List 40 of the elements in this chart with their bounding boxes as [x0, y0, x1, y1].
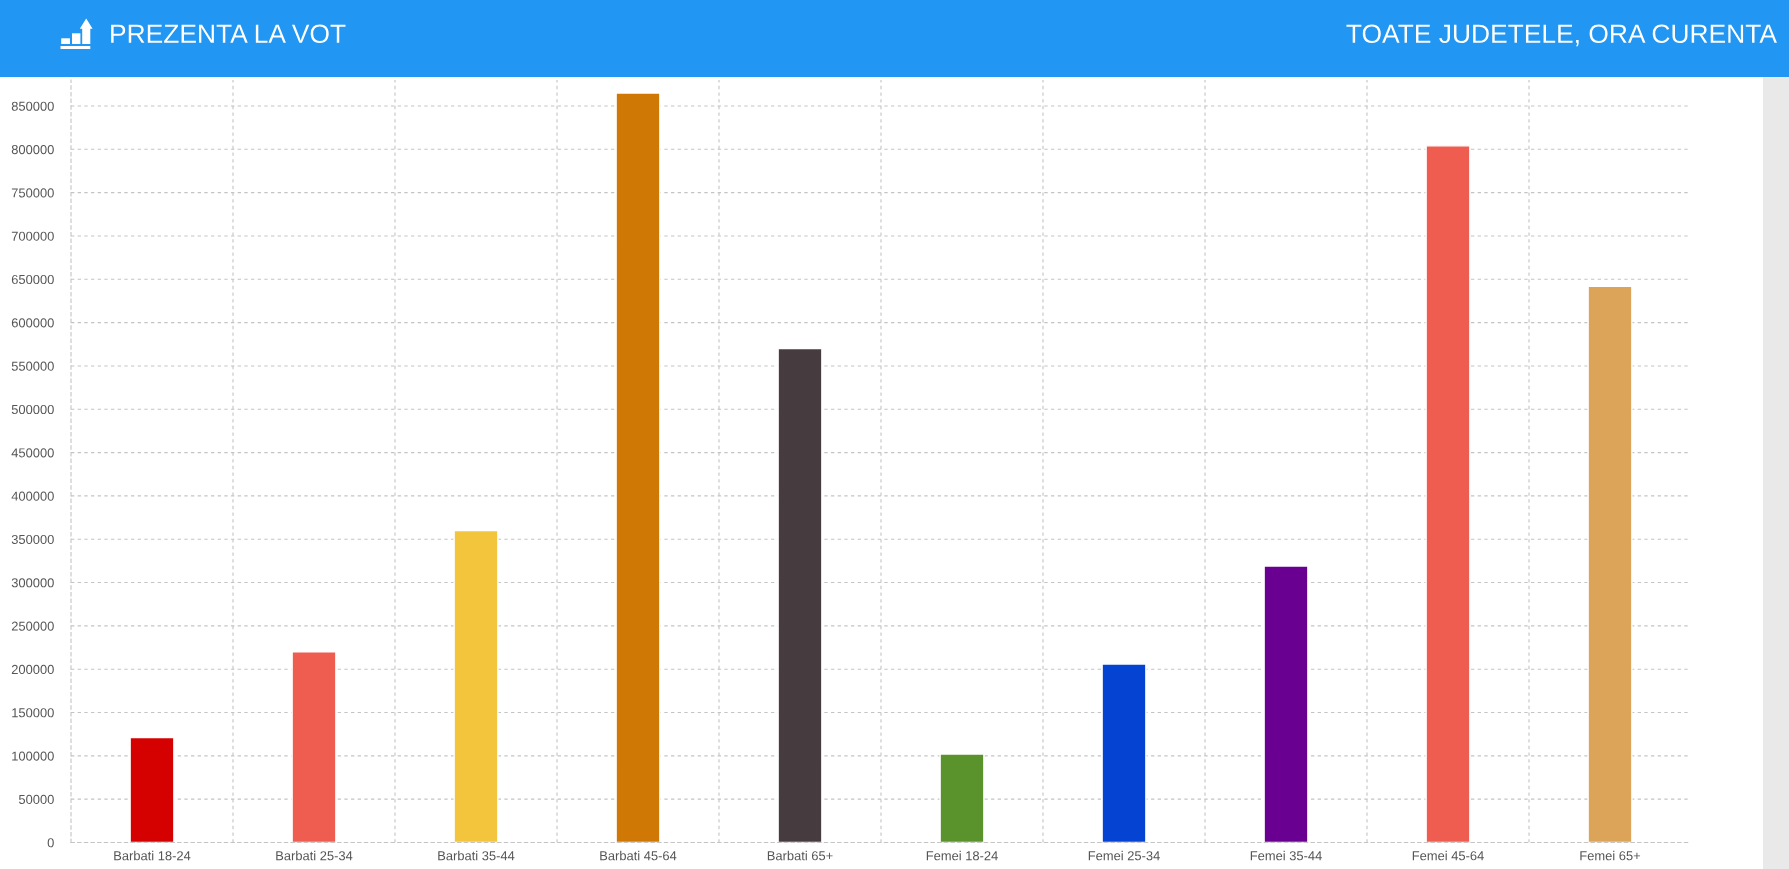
y-tick-label: 750000	[11, 188, 54, 198]
x-tick-label: Barbati 65+	[767, 850, 833, 861]
x-tick-label: Femei 65+	[1580, 850, 1641, 861]
bar	[615, 92, 661, 843]
y-tick-label: 850000	[11, 101, 54, 111]
y-tick-label: 350000	[11, 534, 54, 545]
y-tick-label: 100000	[12, 751, 54, 761]
y-tick-label: 400000	[11, 491, 54, 501]
y-tick-label: 150000	[12, 708, 54, 718]
x-tick-label: Barbati 25-34	[276, 850, 353, 861]
bar	[939, 753, 985, 843]
x-tick-label: Femei 25-34	[1088, 850, 1160, 861]
bar	[1101, 663, 1147, 843]
y-tick-label: 200000	[11, 664, 54, 675]
y-tick-label: 50000	[18, 794, 54, 804]
bar	[291, 651, 337, 843]
x-tick-label: Femei 18-24	[926, 850, 998, 861]
bar	[129, 736, 175, 843]
chart-subtitle: TOATE JUDETELE, ORA CURENTA	[1346, 24, 1777, 47]
x-tick-label: Femei 45-64	[1412, 850, 1484, 861]
x-tick-label: Femei 35-44	[1250, 850, 1322, 861]
bar	[1425, 145, 1471, 843]
bar	[1263, 565, 1309, 843]
y-tick-label: 300000	[11, 578, 54, 588]
x-tick-label: Barbati 35-44	[438, 850, 515, 861]
y-tick-label: 500000	[11, 404, 54, 415]
y-tick-label: 800000	[11, 144, 54, 155]
chart-title: PREZENTA LA VOT	[111, 24, 346, 44]
bar	[777, 347, 823, 843]
x-tick-label: Barbati 45-64	[600, 850, 677, 861]
y-tick-label: 0	[47, 838, 54, 848]
bar	[1587, 285, 1633, 843]
y-tick-label: 450000	[11, 448, 54, 458]
y-tick-label: 700000	[11, 231, 54, 241]
x-tick-label: Barbati 18-24	[114, 850, 191, 861]
y-tick-label: 550000	[11, 361, 54, 371]
bar	[453, 529, 499, 843]
y-tick-label: 250000	[11, 621, 54, 631]
y-tick-label: 600000	[11, 318, 54, 328]
y-tick-label: 650000	[11, 274, 54, 285]
